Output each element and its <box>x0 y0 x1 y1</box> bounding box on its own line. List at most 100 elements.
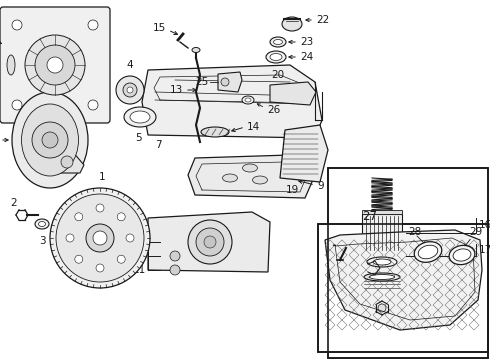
Text: 14: 14 <box>247 122 260 132</box>
Circle shape <box>93 231 107 245</box>
FancyBboxPatch shape <box>0 7 110 123</box>
Text: 4: 4 <box>127 60 133 70</box>
Text: 7: 7 <box>155 140 162 150</box>
Ellipse shape <box>270 54 282 60</box>
Text: 2: 2 <box>11 198 17 208</box>
Text: 19: 19 <box>285 185 298 195</box>
Ellipse shape <box>414 242 442 262</box>
Circle shape <box>42 132 58 148</box>
Text: 17: 17 <box>479 245 490 255</box>
Bar <box>318 224 488 352</box>
Polygon shape <box>280 125 328 182</box>
Ellipse shape <box>192 48 200 53</box>
Circle shape <box>12 20 22 30</box>
Text: 11: 11 <box>133 265 146 275</box>
Circle shape <box>32 122 68 158</box>
Circle shape <box>126 234 134 242</box>
Polygon shape <box>188 155 312 198</box>
Text: 26: 26 <box>267 105 280 115</box>
Ellipse shape <box>449 246 475 265</box>
Text: 23: 23 <box>300 37 313 47</box>
Circle shape <box>116 76 144 104</box>
Bar <box>328 168 488 358</box>
Text: 9: 9 <box>317 181 323 191</box>
Ellipse shape <box>7 55 15 75</box>
Circle shape <box>25 35 85 95</box>
Circle shape <box>127 87 133 93</box>
Bar <box>318 224 488 352</box>
Ellipse shape <box>222 174 238 182</box>
Polygon shape <box>218 72 242 92</box>
Circle shape <box>56 194 144 282</box>
Bar <box>364 277 400 291</box>
Text: 3: 3 <box>39 236 45 246</box>
Circle shape <box>88 20 98 30</box>
Circle shape <box>170 251 180 261</box>
Polygon shape <box>40 151 84 173</box>
Ellipse shape <box>453 249 471 261</box>
Ellipse shape <box>245 98 251 102</box>
Ellipse shape <box>35 219 49 229</box>
Bar <box>362 210 402 214</box>
Bar <box>362 252 402 256</box>
Ellipse shape <box>201 127 229 137</box>
Ellipse shape <box>242 96 254 104</box>
Ellipse shape <box>273 40 283 45</box>
Ellipse shape <box>12 92 88 188</box>
Circle shape <box>170 265 180 275</box>
Ellipse shape <box>243 164 258 172</box>
Ellipse shape <box>266 51 286 63</box>
Text: 10: 10 <box>133 237 146 247</box>
Text: 13: 13 <box>170 85 183 95</box>
Text: 20: 20 <box>271 70 285 80</box>
Text: 25: 25 <box>195 77 208 87</box>
Circle shape <box>188 220 232 264</box>
Circle shape <box>75 213 83 221</box>
Ellipse shape <box>270 37 286 47</box>
Bar <box>362 214 402 252</box>
Circle shape <box>66 234 74 242</box>
Circle shape <box>50 188 150 288</box>
Text: 5: 5 <box>135 133 141 143</box>
Text: 27: 27 <box>363 211 377 224</box>
Ellipse shape <box>369 274 394 279</box>
Bar <box>328 168 488 358</box>
Ellipse shape <box>373 259 391 265</box>
Polygon shape <box>270 82 316 105</box>
Circle shape <box>123 83 137 97</box>
Circle shape <box>86 224 114 252</box>
Text: 15: 15 <box>153 23 166 33</box>
Polygon shape <box>148 212 270 272</box>
Circle shape <box>75 255 83 263</box>
Ellipse shape <box>39 221 46 226</box>
Ellipse shape <box>252 176 268 184</box>
Circle shape <box>61 156 73 168</box>
Text: 16: 16 <box>479 220 490 230</box>
Ellipse shape <box>22 104 78 176</box>
Text: 24: 24 <box>300 52 313 62</box>
Ellipse shape <box>367 257 397 267</box>
Circle shape <box>96 204 104 212</box>
Text: 1: 1 <box>98 172 105 182</box>
Text: 12: 12 <box>133 251 146 261</box>
Ellipse shape <box>130 111 150 123</box>
Circle shape <box>196 228 224 256</box>
Text: 22: 22 <box>316 15 329 25</box>
Circle shape <box>204 236 216 248</box>
Circle shape <box>35 45 75 85</box>
Ellipse shape <box>282 17 302 31</box>
Circle shape <box>47 57 63 73</box>
Polygon shape <box>142 65 322 138</box>
Circle shape <box>117 213 125 221</box>
Circle shape <box>117 255 125 263</box>
Text: 18: 18 <box>433 257 446 267</box>
Text: 8: 8 <box>27 157 34 167</box>
Ellipse shape <box>418 245 438 259</box>
Polygon shape <box>325 230 482 330</box>
Circle shape <box>378 304 386 312</box>
Text: 28: 28 <box>408 227 421 237</box>
Circle shape <box>96 264 104 272</box>
Ellipse shape <box>124 107 156 127</box>
Circle shape <box>12 100 22 110</box>
Circle shape <box>88 100 98 110</box>
